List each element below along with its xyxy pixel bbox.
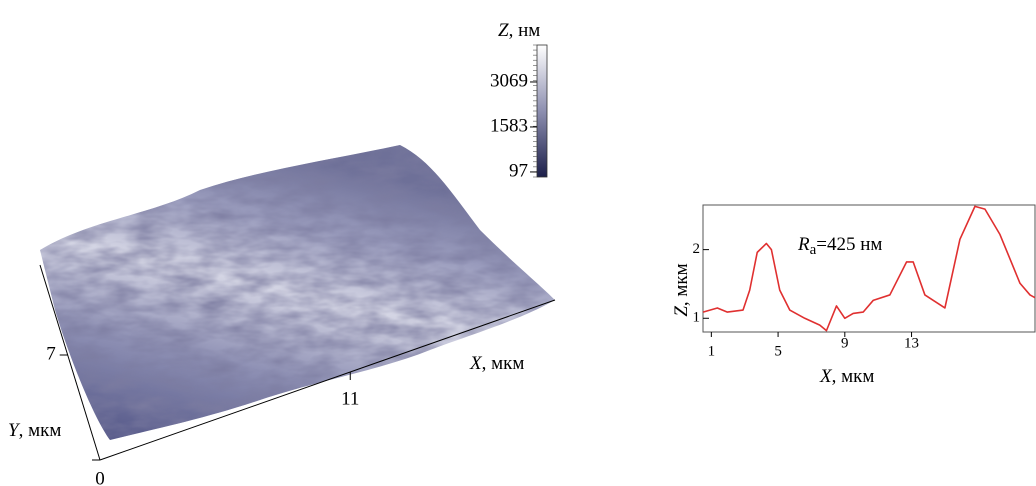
colorbar [537,45,547,177]
colorbar-label: Z, нм [498,20,540,41]
y-axis-label: Z, мкм [671,263,692,316]
x-axis-label: X, мкм [819,366,874,387]
surface-texture [40,145,555,440]
x-axis-label: X, мкм [469,353,524,374]
x-tick-label: 9 [841,335,849,351]
y-tick-label: 1 [693,310,701,326]
x-tick-label: 13 [904,335,919,351]
y-tick-label: 0 [95,468,105,486]
annotation: Ra=425 нм [797,234,882,258]
surface-plot [40,145,555,440]
y-tick-label: 7 [46,343,56,364]
colorbar-tick-label: 1583 [490,115,528,136]
colorbar-tick-label: 3069 [490,70,528,91]
figure: X, мкм Y, мкм Z, нм Ra=425 нм X, мкм Z, … [0,0,1036,486]
x-tick-label: 5 [774,343,782,359]
profile-frame [703,205,1035,332]
x-tick-label: 11 [341,388,359,409]
colorbar-tick-label: 97 [509,160,528,181]
y-tick-label: 2 [693,241,701,257]
y-axis-label: Y, мкм [8,420,61,441]
profile-line [703,206,1035,330]
x-tick-label: 1 [708,343,716,359]
